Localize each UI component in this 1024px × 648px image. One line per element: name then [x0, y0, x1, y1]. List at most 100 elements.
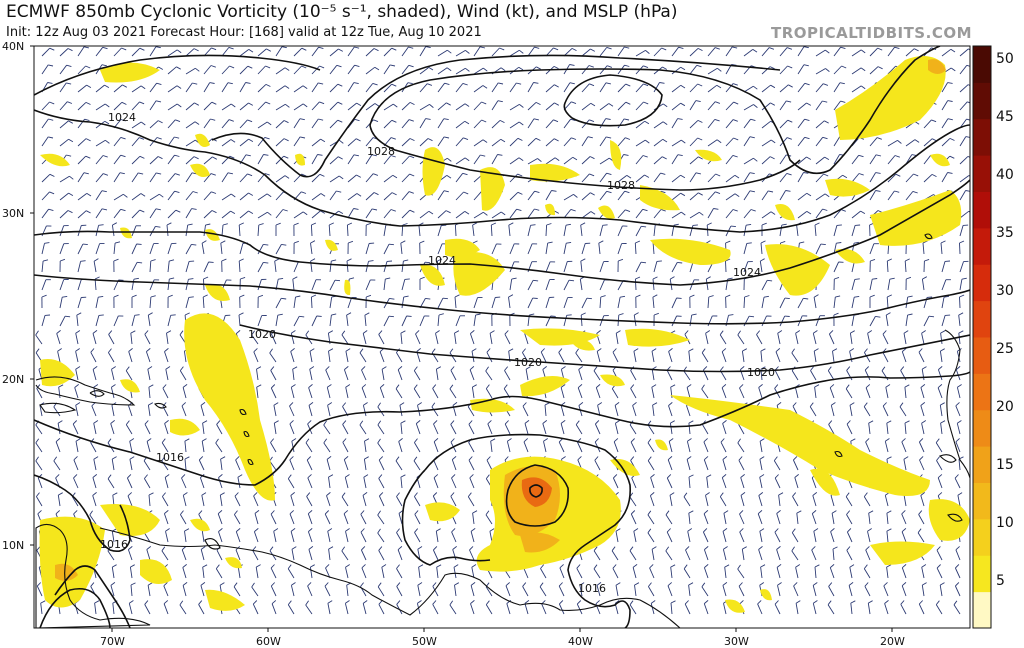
wind-barb-flag	[85, 210, 91, 214]
wind-barb	[593, 568, 601, 579]
wind-barb-flag	[191, 243, 197, 246]
wind-barb	[473, 191, 482, 201]
wind-barb	[89, 514, 97, 525]
wind-barb-flag	[155, 208, 161, 211]
wind-barb	[419, 138, 429, 147]
wind-barb-flag	[265, 65, 271, 69]
wind-barb-flag	[835, 295, 841, 298]
colorbar-tick-label: 35	[996, 225, 1014, 241]
wind-barb-flag	[399, 402, 405, 406]
wind-barb-flag	[432, 384, 437, 389]
wind-barb	[653, 156, 663, 165]
wind-barb-flag	[698, 156, 703, 160]
wind-barb	[869, 66, 879, 75]
wind-barb	[689, 225, 694, 237]
wind-barb	[599, 47, 608, 57]
wind-barb-flag	[140, 193, 146, 197]
wind-barb	[414, 496, 421, 507]
wind-barb-flag	[606, 136, 612, 139]
wind-barb	[759, 531, 763, 543]
wind-barb	[149, 120, 159, 129]
wind-barb-flag	[318, 82, 324, 85]
wind-barb	[760, 242, 763, 255]
wind-barb	[486, 459, 493, 471]
wind-barb-flag	[111, 384, 116, 388]
wind-barb	[451, 531, 457, 543]
wind-barb-flag	[606, 172, 612, 176]
wind-barb-flag	[742, 546, 747, 550]
colorbar-swatch	[973, 46, 991, 83]
wind-barb	[851, 225, 856, 237]
wind-barb	[107, 478, 115, 489]
wind-barb-flag	[450, 438, 455, 443]
wind-barb-flag	[769, 66, 775, 70]
wind-barb	[309, 351, 313, 363]
wind-barb	[651, 351, 655, 363]
wind-barb	[778, 495, 781, 507]
wind-barb-flag	[902, 348, 907, 352]
wind-barb	[221, 224, 224, 237]
vorticity-patch	[670, 395, 930, 496]
wind-barb	[311, 210, 321, 219]
wind-barb	[309, 567, 313, 579]
wind-barb	[668, 405, 673, 417]
wind-barb-flag	[283, 120, 289, 124]
wind-barb-flag	[846, 366, 851, 371]
wind-barb	[287, 568, 295, 579]
wind-barb	[671, 192, 681, 201]
wind-barb	[779, 190, 786, 201]
wind-barb	[815, 315, 821, 327]
wind-barb	[146, 549, 151, 561]
wind-barb-flag	[413, 384, 418, 389]
wind-barb	[647, 514, 655, 525]
vorticity-patch	[610, 459, 640, 476]
wind-barb	[612, 477, 619, 489]
wind-barb-flag	[341, 492, 346, 497]
vorticity-patch	[344, 279, 351, 296]
wind-barb	[149, 46, 157, 57]
wind-barb	[849, 333, 853, 345]
wind-barb-flag	[749, 190, 755, 193]
wind-barb	[631, 477, 637, 489]
wind-barb-flag	[302, 85, 308, 89]
wind-barb-flag	[786, 137, 792, 140]
wind-barb-flag	[112, 222, 118, 226]
wind-barb	[255, 567, 259, 579]
wind-barb-flag	[302, 211, 308, 216]
wind-barb-flag	[868, 510, 874, 514]
wind-barb	[959, 65, 968, 75]
wind-barb	[127, 549, 133, 561]
wind-barb	[689, 156, 699, 165]
wind-barb	[885, 387, 889, 399]
wind-barb-flag	[907, 295, 913, 298]
wind-barb	[849, 351, 853, 363]
lon-label: 60W	[256, 635, 281, 648]
wind-barb-flag	[215, 438, 219, 444]
wind-barb-flag	[739, 528, 744, 533]
wind-barb-flag	[146, 438, 152, 442]
wind-barb	[635, 50, 646, 57]
wind-barb	[491, 120, 501, 129]
wind-barb-flag	[753, 104, 758, 108]
wind-barb-flag	[35, 438, 40, 444]
wind-barb	[490, 224, 493, 237]
wind-barb	[365, 192, 375, 201]
wind-barb-flag	[103, 173, 109, 176]
wind-barb-flag	[877, 66, 883, 70]
wind-barb-flag	[162, 492, 166, 497]
wind-barb	[146, 441, 151, 453]
wind-barb-flag	[760, 348, 766, 352]
wind-barb	[832, 548, 835, 561]
wind-barb-flag	[48, 64, 54, 67]
wind-barb-flag	[630, 456, 635, 461]
wind-barb	[238, 260, 241, 273]
wind-barb	[689, 48, 699, 57]
wind-barb-flag	[48, 118, 54, 121]
wind-barb-flag	[578, 366, 583, 370]
wind-barb-flag	[425, 118, 431, 120]
wind-barb	[703, 513, 709, 525]
wind-barb	[401, 155, 410, 165]
wind-barb-flag	[452, 402, 458, 406]
wind-barb-flag	[301, 191, 307, 194]
